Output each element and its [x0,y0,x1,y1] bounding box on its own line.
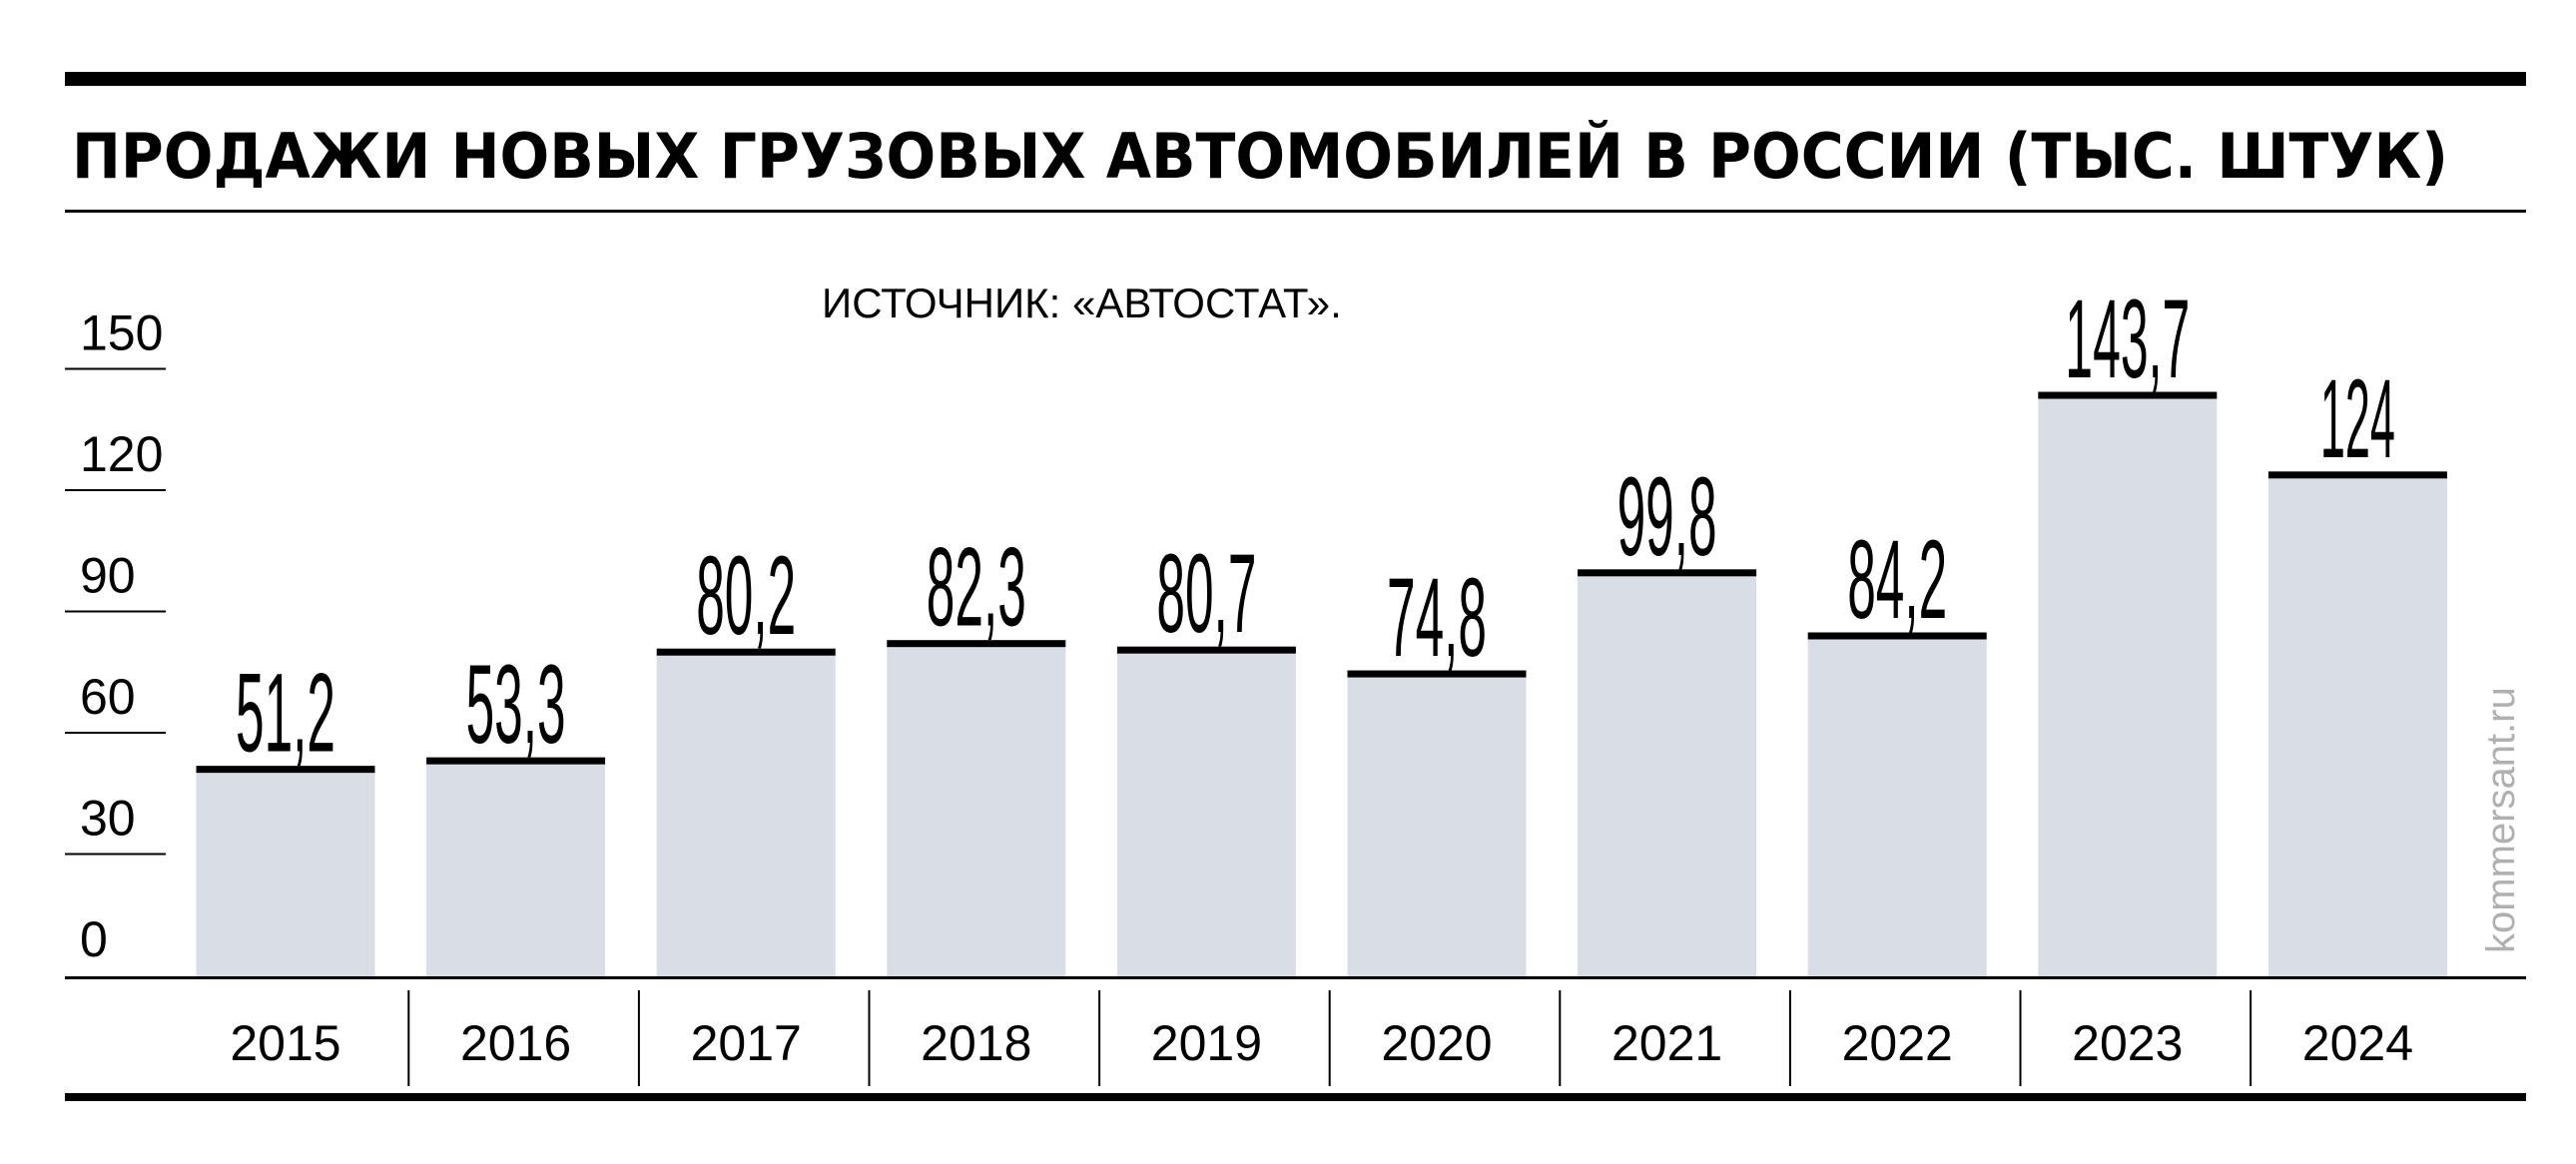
bar-value-label: 84,2 [1847,517,1947,642]
x-separator [1788,990,1791,1086]
y-tick-line [65,489,166,491]
bar [1116,650,1296,976]
bar-value-label: 53,3 [466,642,566,767]
x-separator [2019,990,2022,1086]
y-tick-line [65,367,166,370]
bar-cap [2038,391,2218,399]
x-separator [637,990,640,1086]
bar-value-label: 82,3 [927,525,1026,650]
y-tick-label: 150 [80,305,163,361]
bar-cap [1347,670,1527,678]
x-tick-label: 2016 [460,1015,571,1071]
bar-value-label: 80,7 [1156,531,1256,656]
chart-title: ПРОДАЖИ НОВЫХ ГРУЗОВЫХ АВТОМОБИЛЕЙ В РОС… [72,120,2448,193]
y-tick-line [65,732,166,734]
bar [1807,635,1987,976]
bar-cap [1116,646,1296,654]
bar-cap [2267,471,2447,479]
bars: 51,2 53,3 80,2 82,3 80,7 74,8 99,8 84,2 143,7 124 [196,277,2447,976]
x-separator [1098,990,1101,1086]
y-tick-label: 60 [80,669,136,725]
bar-value-label: 124 [2320,356,2395,481]
bar [1578,572,1757,976]
bar-value-label: 99,8 [1617,454,1717,579]
bar [1347,674,1527,976]
bar [196,769,375,976]
x-tick-label: 2021 [1611,1015,1722,1071]
y-tick-label: 90 [80,548,136,604]
bar-cap [656,648,836,656]
x-tick-label: 2020 [1381,1015,1492,1071]
bar [887,643,1066,976]
bar [656,652,836,976]
x-separator [2250,990,2253,1086]
source-note: ИСТОЧНИК: «АВТОСТАТ». [822,280,1342,326]
watermark: kommersant.ru [2479,687,2523,953]
x-tick-label: 2017 [691,1015,802,1071]
x-tick-label: 2024 [2302,1015,2413,1071]
bar [2267,474,2447,976]
x-tick-label: 2022 [1842,1015,1953,1071]
bar-cap [887,640,1066,648]
bar-value-label: 51,2 [236,651,335,776]
top-rule [65,72,2526,86]
x-separator [1328,990,1331,1086]
bar-value-label: 74,8 [1387,555,1487,680]
bar-value-label: 143,7 [2065,277,2190,401]
bar [2038,395,2218,976]
y-tick-line [65,853,166,856]
y-tick-label: 30 [80,791,136,847]
x-separator [407,990,410,1086]
bar-cap [1807,632,1987,640]
x-axis: 2015 2016 2017 2018 2019 2020 2021 2022 2023 2024 [230,990,2413,1086]
x-tick-label: 2018 [921,1015,1031,1071]
bar-cap [196,766,375,774]
y-axis: 0 30 60 90 120 150 [65,305,166,967]
x-tick-label: 2023 [2072,1015,2183,1071]
title-rule [65,210,2526,213]
bar-value-label: 80,2 [696,533,796,658]
x-tick-label: 2019 [1151,1015,1262,1071]
bar-cap [426,757,606,765]
bar-cap [1578,569,1757,577]
y-tick-label: 120 [80,426,163,482]
y-tick-line [65,610,166,613]
x-tick-label: 2015 [230,1015,340,1071]
baseline [65,976,2526,979]
bottom-rule [65,1093,2526,1101]
y-tick-label: 0 [80,911,108,967]
bar [426,761,606,976]
x-separator [868,990,871,1086]
x-separator [1559,990,1562,1086]
